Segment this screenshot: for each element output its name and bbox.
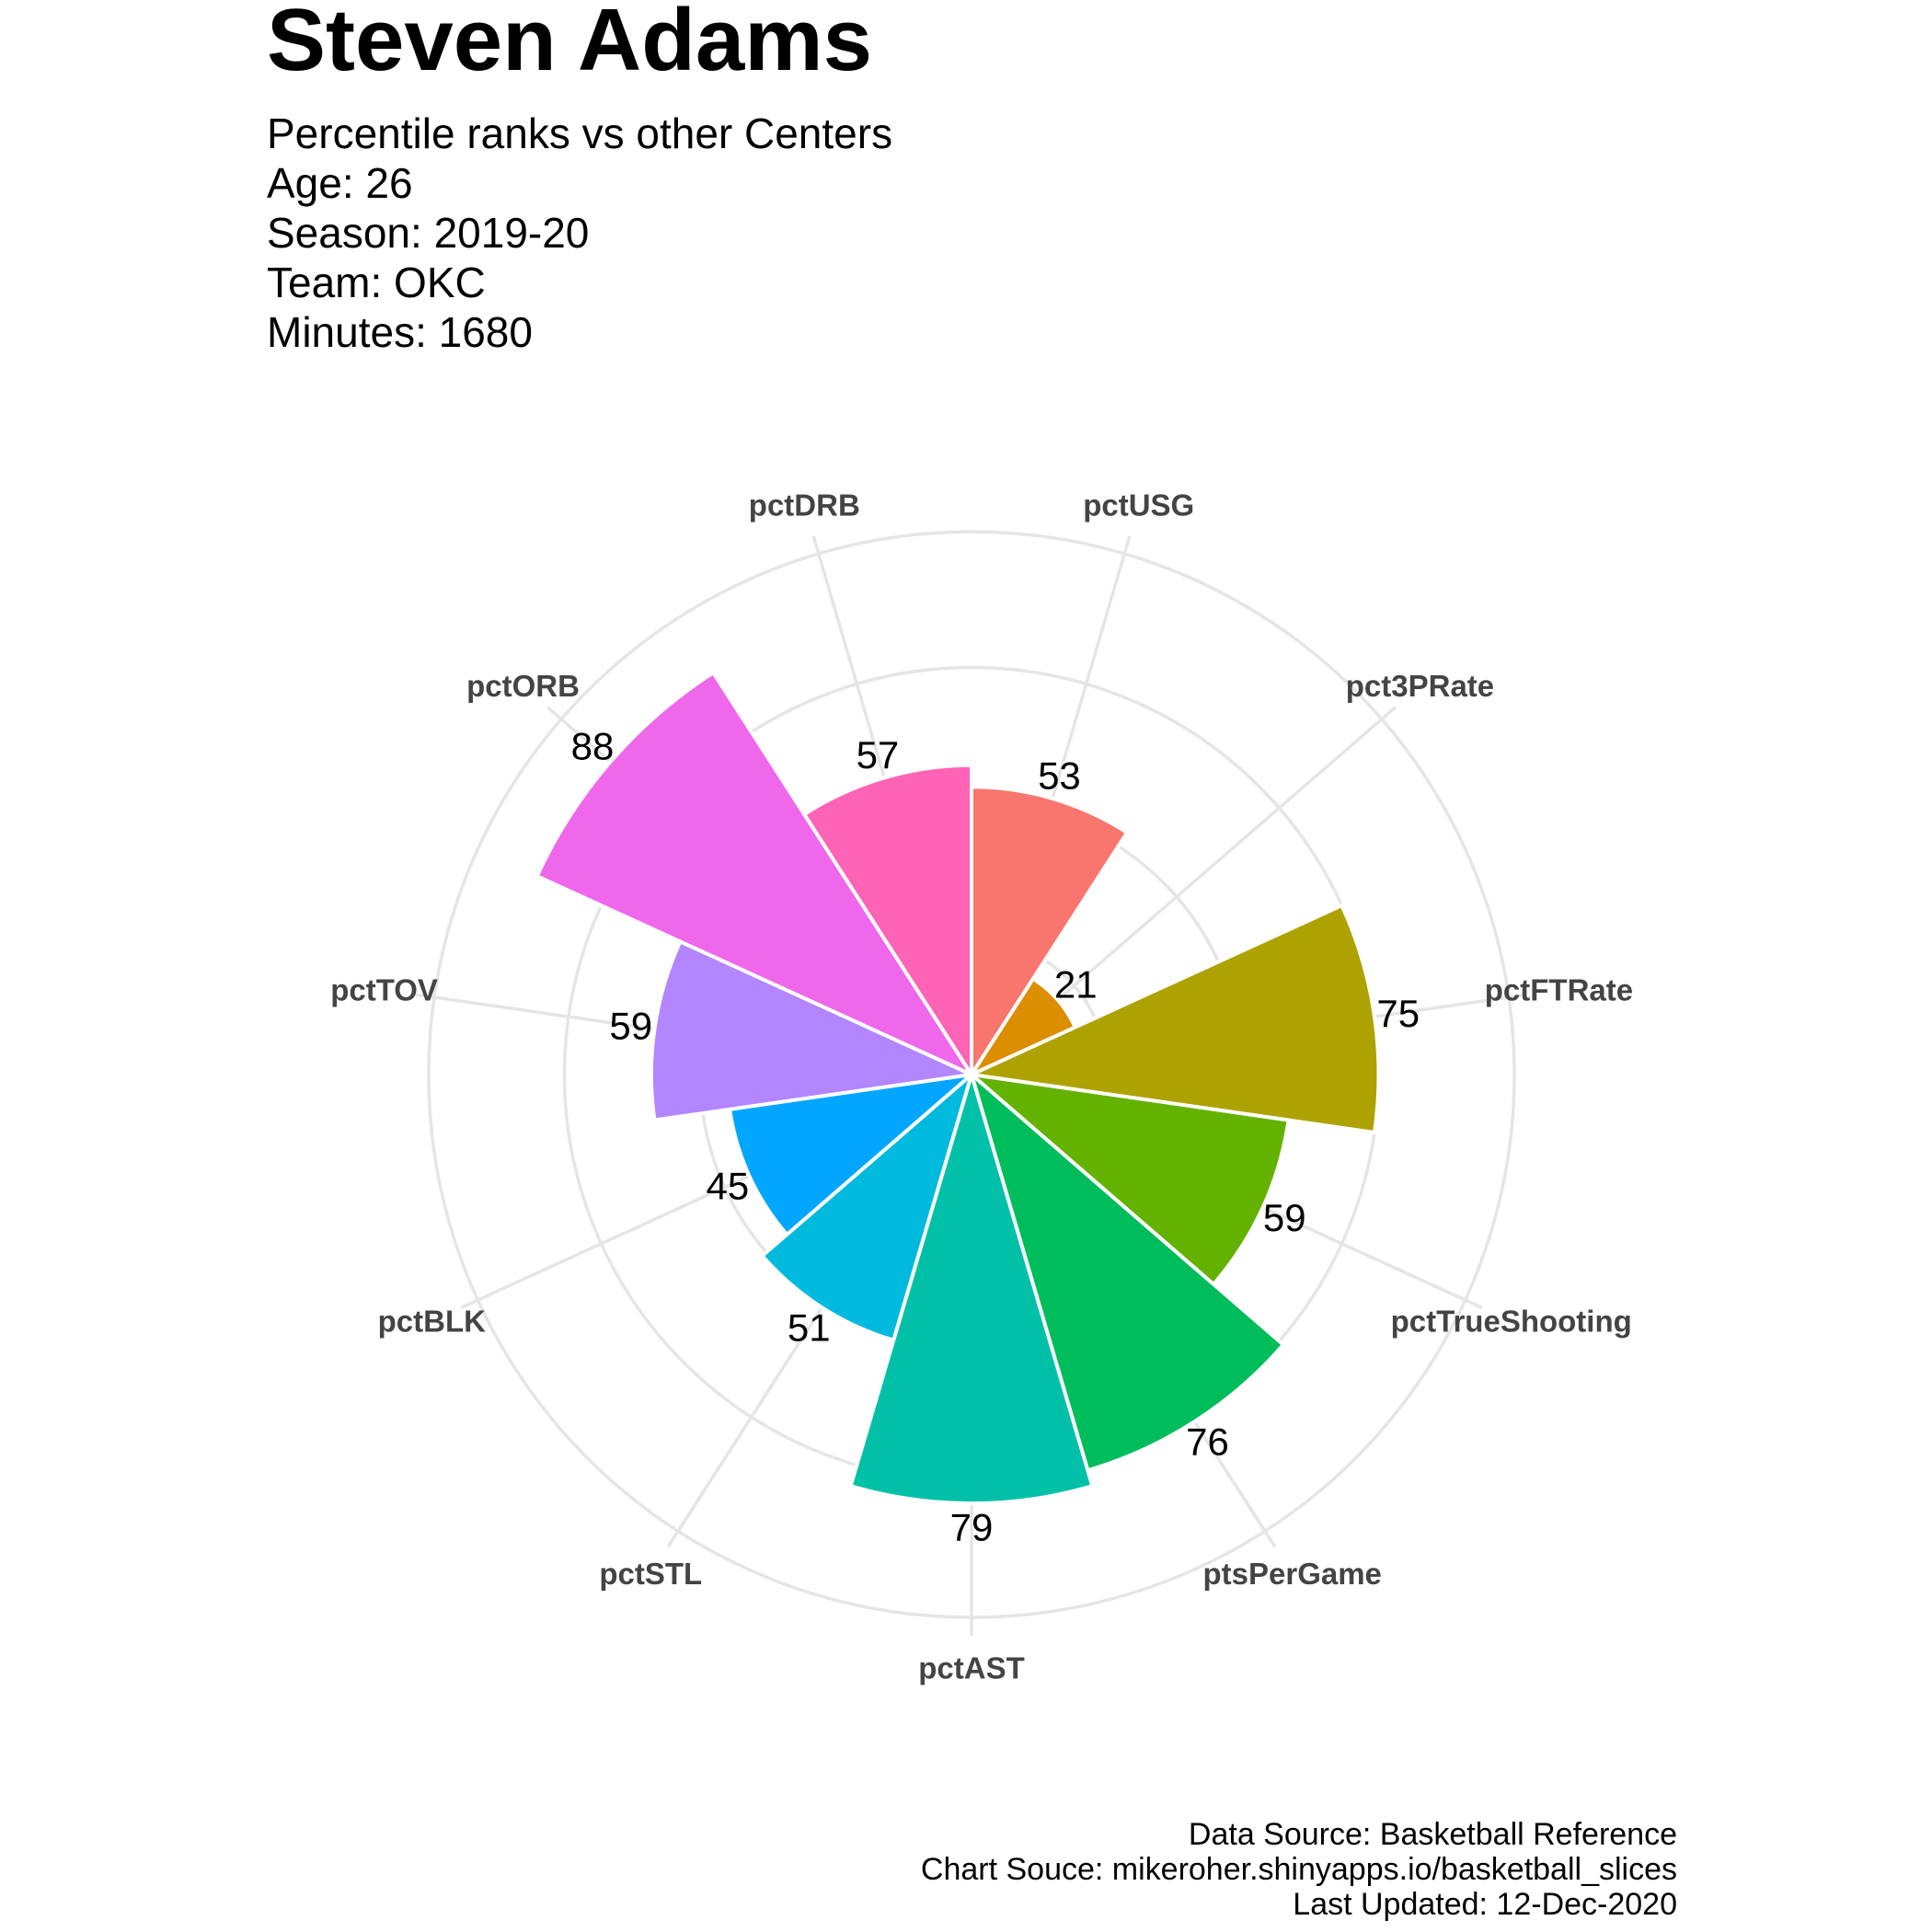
value-label-pctTOV: 59 [609, 1004, 652, 1047]
category-label-pctFTRate: pctFTRate [1485, 973, 1633, 1007]
bar-pctTOV [649, 938, 979, 1122]
value-label-ptsPerGame: 76 [1186, 1420, 1229, 1464]
category-label-pctDRB: pctDRB [749, 489, 860, 523]
bar-pctFTRate [964, 903, 1381, 1135]
value-label-pctTrueShooting: 59 [1263, 1196, 1306, 1239]
chart-footer: Data Source: Basketball Reference Chart … [921, 1817, 1677, 1922]
value-label-pctBLK: 45 [706, 1165, 749, 1208]
chart-header: Steven Adams Percentile ranks vs other C… [267, 0, 1647, 357]
category-label-pctBLK: pctBLK [378, 1304, 486, 1338]
chart-labels: 53 pctUSG 21 pct3PRate 75 pctFTRate 59 pctTrueS… [330, 489, 1633, 1685]
bar-pctUSG [970, 785, 1130, 1081]
chart-title: Steven Adams [267, 0, 873, 89]
value-label-pctAST: 79 [950, 1506, 994, 1549]
category-label-ptsPerGame: ptsPerGame [1202, 1557, 1381, 1591]
category-label-pctAST: pctAST [918, 1651, 1025, 1685]
category-label-pctUSG: pctUSG [1083, 489, 1194, 523]
category-label-pctORB: pctORB [466, 669, 580, 703]
footer-data-source: Data Source: Basketball Reference [1188, 1817, 1677, 1852]
subtitle-line-team: Team: OKC [267, 259, 486, 306]
bar-pctAST [848, 1067, 1095, 1506]
chart-subtitle: Percentile ranks vs other Centers Age: 2… [267, 109, 1647, 357]
category-label-pct3PRate: pct3PRate [1346, 669, 1494, 703]
subtitle-line-age: Age: 26 [267, 159, 413, 207]
subtitle-line-position: Percentile ranks vs other Centers [267, 109, 893, 157]
subtitle-line-minutes: Minutes: 1680 [267, 308, 533, 356]
bar-pctORB [535, 670, 977, 1079]
category-label-pctTrueShooting: pctTrueShooting [1391, 1304, 1632, 1338]
bar-pctBLK [727, 1072, 978, 1237]
value-label-pctORB: 88 [571, 724, 615, 767]
bar-pctSTL [759, 1069, 975, 1343]
value-label-pctDRB: 57 [857, 733, 900, 776]
category-label-pctTOV: pctTOV [330, 973, 438, 1007]
footer-last-updated: Last Updated: 12-Dec-2020 [1293, 1887, 1677, 1922]
footer-chart-source: Chart Souce: mikeroher.shinyapps.io/bask… [920, 1852, 1677, 1887]
value-label-pct3PRate: 21 [1054, 962, 1098, 1006]
bar-ptsPerGame [968, 1069, 1286, 1473]
chart-bars [535, 670, 1381, 1506]
bar-pctDRB [801, 763, 973, 1081]
subtitle-line-season: Season: 2019-20 [267, 209, 590, 257]
value-label-pctSTL: 51 [788, 1306, 831, 1350]
value-label-pctUSG: 53 [1038, 754, 1081, 798]
category-label-pctSTL: pctSTL [599, 1557, 702, 1591]
value-label-pctFTRate: 75 [1376, 992, 1420, 1035]
bar-pctTrueShooting [965, 1072, 1291, 1287]
